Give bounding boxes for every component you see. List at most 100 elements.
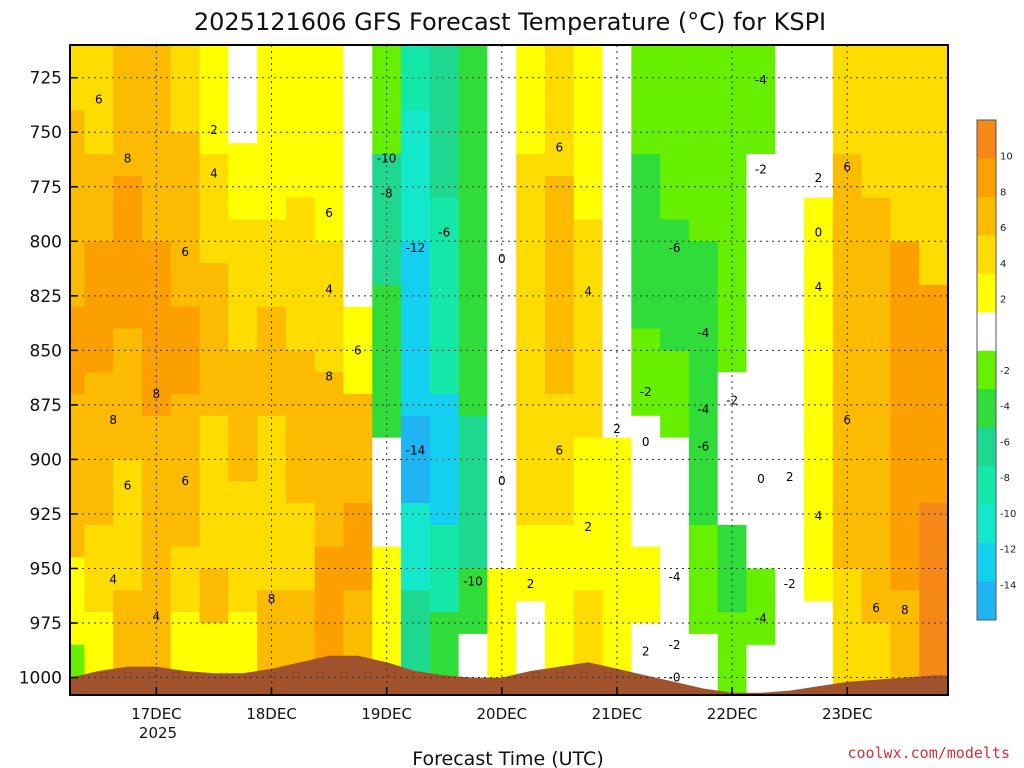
colorbar-swatch [977, 196, 996, 236]
contour-label: 6 [124, 479, 132, 493]
colorbar-swatch [977, 235, 996, 275]
temperature-cell [746, 644, 776, 696]
temperature-cell [775, 459, 805, 591]
chart-title: 2025121606 GFS Forecast Temperature (°C)… [194, 8, 826, 36]
credit-link[interactable]: coolwx.com/modelts [847, 744, 1010, 762]
y-tick-label: 1000 [19, 669, 62, 689]
contour-label: 2 [613, 422, 621, 436]
contour-label: -10 [377, 151, 397, 165]
temperature-cell [516, 154, 546, 351]
colorbar-tick-label: -14 [1000, 580, 1016, 591]
contour-label: 0 [757, 472, 765, 486]
colorbar-swatch [977, 273, 996, 313]
contour-label: 4 [109, 572, 117, 586]
temperature-cell [775, 45, 805, 242]
temperature-cell [516, 350, 546, 526]
temperature-cell [573, 219, 604, 439]
temperature-cell [688, 524, 719, 635]
colorbar-swatch [977, 158, 996, 198]
temperature-cell [717, 612, 748, 696]
contour-label: -8 [381, 186, 393, 200]
contour-label: 8 [268, 592, 276, 606]
colorbar-swatch [977, 389, 996, 429]
temperature-cell [516, 45, 546, 155]
x-tick-label: 17DEC [131, 705, 182, 723]
contour-label: 4 [325, 282, 333, 296]
contour-label: -4 [669, 570, 681, 584]
temperature-cell [861, 393, 892, 548]
temperature-cell [804, 601, 834, 696]
contour-label: 2 [527, 577, 535, 591]
temperature-cell [84, 372, 114, 526]
contour-label: -10 [463, 575, 483, 589]
plot-frame [69, 44, 949, 696]
contour-label: -2 [784, 577, 796, 591]
y-tick-label: 725 [30, 69, 62, 89]
temperature-cell [688, 241, 719, 395]
temperature-cell [458, 241, 489, 417]
contour-label: 2 [815, 171, 823, 185]
colorbar-tick-label: 2 [1000, 295, 1006, 306]
contour-label: 8 [109, 413, 117, 427]
contour-label: 6 [843, 413, 851, 427]
colorbar-tick-label: -8 [1000, 473, 1010, 484]
contour-label: 6 [872, 601, 880, 615]
temperature-cell [84, 45, 114, 155]
temperature-cell [544, 45, 575, 177]
temperature-cell [861, 45, 892, 199]
temperature-cell [890, 45, 920, 242]
temperature-cell [257, 45, 287, 221]
temperature-cell [199, 415, 229, 570]
temperature-cell [832, 372, 863, 570]
temperature-cell [746, 568, 776, 646]
temperature-cell [70, 393, 85, 559]
temperature-cell [199, 154, 229, 264]
contour-label: 6 [181, 474, 189, 488]
contour-label: 0 [815, 226, 823, 240]
temperature-cell [544, 175, 575, 395]
contour-label: 0 [642, 435, 650, 449]
y-tick-label: 800 [30, 232, 62, 252]
temperature-cell [70, 557, 85, 646]
y-tick-label: 750 [30, 123, 62, 143]
temperature-cell [832, 568, 863, 696]
temperature-cell [228, 219, 258, 351]
contour-label: 0 [498, 252, 506, 266]
temperature-cell [688, 45, 719, 242]
temperature-cell [631, 546, 661, 624]
temperature-cell [199, 568, 229, 624]
y-tick-label: 875 [30, 396, 62, 416]
y-tick-label: 975 [30, 614, 62, 634]
colorbar-tick-label: -2 [1000, 366, 1010, 377]
temperature-cell [458, 415, 489, 570]
temperature-cell [487, 568, 517, 696]
y-tick-label: 775 [30, 178, 62, 198]
temperature-cell [199, 45, 229, 155]
temperature-cell [746, 154, 776, 308]
temperature-cell [861, 546, 892, 624]
temperature-cell [401, 241, 431, 417]
colorbar-tick-label: -4 [1000, 402, 1010, 413]
temperature-cell [170, 45, 201, 133]
contour-label: -0 [669, 671, 681, 685]
x-axis: 17DEC 18DEC 19DEC 20DEC 21DEC 22DEC 23DEC [131, 687, 873, 723]
x-tick-label: 20DEC [477, 705, 528, 723]
contour-label: 4 [815, 280, 823, 294]
temperature-cell [631, 328, 661, 417]
y-tick-label: 850 [30, 341, 62, 361]
temperature-cell [516, 524, 546, 602]
temperature-cell [804, 197, 834, 330]
x-tick-label: 18DEC [246, 705, 297, 723]
colorbar-swatch [977, 504, 996, 544]
temperature-cell [84, 154, 114, 242]
temperature-cell [285, 197, 316, 351]
colorbar-swatch [977, 466, 996, 506]
colorbar-legend: -14 -12 -10 -8 -6 -4 -2 2 4 6 8 10 [976, 119, 1016, 621]
temperature-cell [228, 143, 258, 221]
contour-label: -12 [406, 241, 426, 255]
y-tick-label: 950 [30, 559, 62, 579]
temperature-cell [257, 306, 287, 417]
contour-label: 8 [153, 387, 161, 401]
temperature-cell [314, 241, 345, 373]
contour-label: -14 [406, 444, 426, 458]
